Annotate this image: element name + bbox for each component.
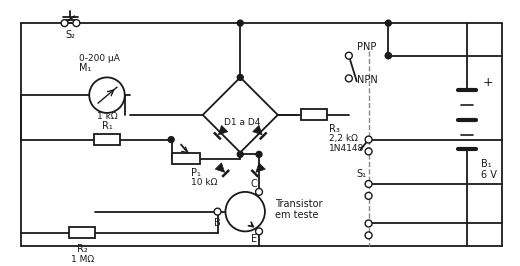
Text: NPN: NPN — [357, 75, 378, 85]
Circle shape — [365, 136, 372, 143]
Circle shape — [73, 20, 80, 27]
Circle shape — [237, 151, 243, 157]
Bar — [70, 227, 95, 238]
Circle shape — [226, 192, 265, 231]
Circle shape — [214, 208, 221, 215]
Text: 6 V: 6 V — [481, 170, 497, 180]
Circle shape — [385, 20, 391, 26]
Text: P₁: P₁ — [191, 168, 201, 178]
Circle shape — [256, 151, 262, 157]
Text: D1 a D4: D1 a D4 — [224, 118, 261, 127]
Text: Transistor
em teste: Transistor em teste — [275, 199, 322, 221]
Text: 0-200 μA: 0-200 μA — [80, 54, 120, 63]
Text: S₁: S₁ — [357, 169, 367, 179]
Text: 10 kΩ: 10 kΩ — [191, 177, 217, 186]
Polygon shape — [218, 125, 228, 135]
Bar — [94, 134, 120, 144]
Polygon shape — [256, 163, 265, 172]
Circle shape — [255, 228, 263, 235]
Polygon shape — [253, 125, 262, 135]
Text: R₁: R₁ — [101, 121, 112, 131]
Circle shape — [365, 232, 372, 239]
Text: S₂: S₂ — [66, 30, 75, 40]
Text: B₁: B₁ — [481, 159, 492, 169]
Text: B: B — [214, 218, 221, 228]
Text: 1 kΩ: 1 kΩ — [97, 112, 118, 121]
Circle shape — [345, 52, 352, 59]
Circle shape — [237, 74, 243, 80]
Text: 1 MΩ: 1 MΩ — [71, 255, 94, 264]
Circle shape — [365, 220, 372, 227]
Bar — [172, 153, 200, 164]
Text: C: C — [251, 179, 257, 189]
Circle shape — [385, 53, 391, 59]
Text: R₃: R₃ — [329, 124, 340, 134]
Polygon shape — [215, 163, 225, 172]
Circle shape — [345, 75, 352, 82]
Circle shape — [89, 77, 125, 113]
Circle shape — [365, 181, 372, 188]
Circle shape — [365, 192, 372, 199]
Text: 2,2 kΩ: 2,2 kΩ — [329, 134, 358, 143]
Circle shape — [365, 148, 372, 155]
Circle shape — [255, 188, 263, 195]
Circle shape — [61, 20, 68, 27]
Bar — [302, 109, 327, 120]
Circle shape — [168, 137, 174, 143]
Text: PNP: PNP — [357, 42, 376, 52]
Text: M₁: M₁ — [80, 63, 92, 73]
Text: 1N4148: 1N4148 — [329, 144, 365, 153]
Circle shape — [385, 53, 391, 59]
Text: E: E — [251, 234, 257, 244]
Circle shape — [237, 20, 243, 26]
Text: R₂: R₂ — [77, 244, 88, 254]
Text: +: + — [483, 76, 493, 89]
